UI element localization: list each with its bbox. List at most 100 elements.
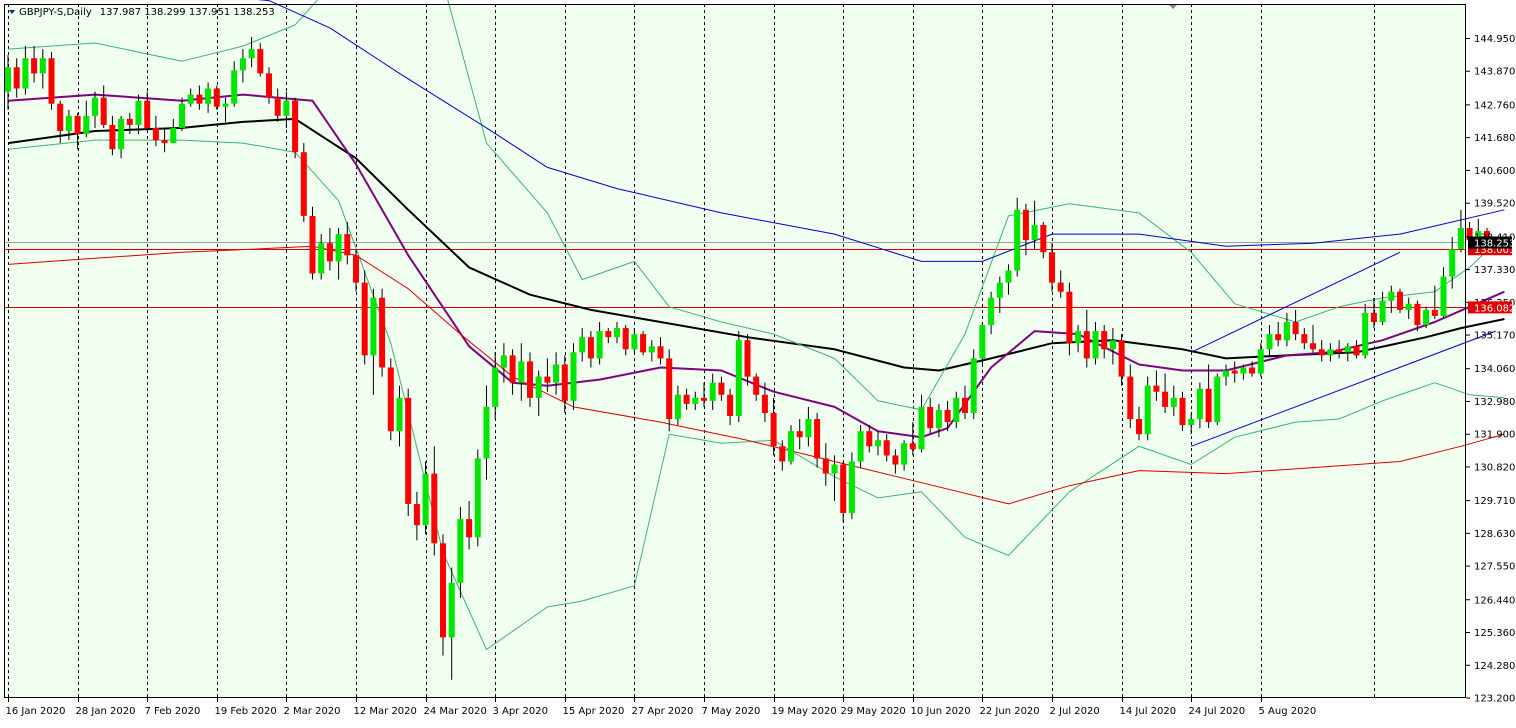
candle[interactable] (988, 291, 995, 335)
candle[interactable] (179, 97, 185, 131)
candle[interactable] (1014, 197, 1021, 277)
candle[interactable] (518, 343, 525, 401)
candle[interactable] (909, 422, 916, 456)
candle[interactable] (527, 352, 533, 407)
collapse-triangle-icon[interactable] (9, 10, 15, 14)
candle[interactable] (1405, 297, 1412, 319)
candle[interactable] (883, 434, 890, 462)
candle[interactable] (805, 406, 812, 447)
candle[interactable] (1423, 306, 1430, 329)
candle[interactable] (170, 118, 177, 144)
candle[interactable] (1075, 325, 1082, 353)
candle[interactable] (239, 49, 246, 83)
candle[interactable] (135, 94, 142, 135)
candle[interactable] (474, 449, 481, 547)
candle[interactable] (1397, 288, 1403, 313)
candle[interactable] (701, 382, 707, 407)
candle[interactable] (5, 55, 11, 110)
candle[interactable] (1344, 343, 1351, 362)
candle[interactable] (440, 534, 446, 656)
candle[interactable] (457, 506, 464, 598)
candle[interactable] (1431, 285, 1438, 319)
candle[interactable] (631, 328, 638, 353)
candle[interactable] (1109, 328, 1116, 365)
candle[interactable] (187, 88, 194, 107)
candle[interactable] (1057, 270, 1064, 298)
candle[interactable] (1414, 300, 1421, 332)
candle[interactable] (1440, 267, 1447, 319)
candle[interactable] (387, 358, 394, 441)
candle[interactable] (683, 388, 690, 410)
candle[interactable] (761, 382, 768, 423)
candle[interactable] (483, 385, 490, 480)
candle[interactable] (92, 91, 98, 128)
candle[interactable] (735, 331, 742, 423)
candle[interactable] (657, 337, 664, 365)
candle[interactable] (1449, 237, 1456, 289)
candle[interactable] (1127, 364, 1134, 429)
candle[interactable] (918, 394, 925, 453)
candle[interactable] (1318, 340, 1325, 362)
candle[interactable] (1179, 391, 1186, 432)
candle[interactable] (1266, 325, 1273, 356)
candle[interactable] (744, 334, 751, 386)
channel-line-0[interactable] (1190, 251, 1401, 353)
candle[interactable] (640, 331, 647, 356)
candle[interactable] (83, 100, 90, 138)
candle[interactable] (1136, 406, 1142, 441)
candle[interactable] (1275, 322, 1282, 347)
channel-line-1[interactable] (1191, 330, 1496, 447)
candle[interactable] (231, 61, 238, 107)
candle[interactable] (779, 440, 786, 471)
candle[interactable] (1066, 282, 1073, 356)
candle[interactable] (753, 373, 760, 401)
candle[interactable] (587, 331, 594, 368)
candle[interactable] (561, 355, 568, 413)
candle[interactable] (814, 412, 821, 468)
candle[interactable] (979, 322, 986, 365)
candle[interactable] (1240, 364, 1247, 380)
candle[interactable] (326, 228, 333, 271)
candle[interactable] (213, 85, 220, 110)
candle[interactable] (492, 352, 499, 420)
candle[interactable] (796, 419, 803, 450)
shift-marker-icon[interactable] (1168, 4, 1178, 9)
candle[interactable] (596, 322, 603, 365)
candle[interactable] (1457, 209, 1464, 253)
candle[interactable] (1223, 364, 1229, 386)
candle[interactable] (22, 46, 29, 95)
candle[interactable] (605, 328, 612, 344)
candle[interactable] (335, 228, 342, 280)
candle[interactable] (1101, 325, 1108, 359)
candle[interactable] (344, 221, 351, 265)
candle[interactable] (109, 115, 116, 156)
candle[interactable] (1188, 412, 1195, 435)
candle[interactable] (370, 288, 377, 395)
candle[interactable] (57, 100, 64, 144)
candle[interactable] (422, 461, 429, 535)
candle[interactable] (570, 343, 577, 410)
candle[interactable] (222, 97, 229, 122)
candle[interactable] (1283, 312, 1290, 347)
candle[interactable] (674, 385, 681, 426)
candle[interactable] (405, 388, 412, 517)
candle[interactable] (831, 455, 838, 501)
candle[interactable] (1083, 309, 1090, 368)
candle[interactable] (970, 349, 977, 420)
candle[interactable] (413, 491, 420, 541)
candle[interactable] (875, 431, 881, 456)
candle[interactable] (848, 452, 855, 520)
candle[interactable] (648, 340, 655, 362)
candle[interactable] (953, 391, 960, 429)
candle[interactable] (1336, 340, 1343, 359)
candle[interactable] (500, 343, 507, 383)
candle[interactable] (692, 391, 699, 410)
candle[interactable] (1214, 373, 1221, 426)
candle[interactable] (205, 82, 212, 113)
candle[interactable] (1005, 264, 1012, 295)
candle[interactable] (1388, 285, 1395, 313)
candle[interactable] (1292, 309, 1299, 341)
candle[interactable] (614, 322, 620, 344)
candle[interactable] (822, 443, 829, 486)
